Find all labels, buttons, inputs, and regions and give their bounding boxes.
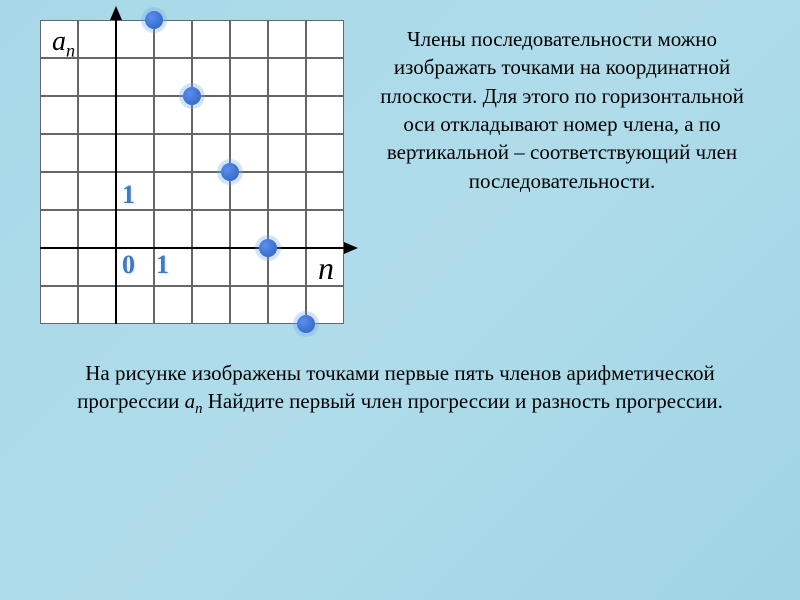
sequence-chart: ann011: [40, 20, 344, 324]
description-text: Члены последовательности можно изображат…: [364, 20, 770, 324]
data-point: [259, 239, 277, 257]
x-axis-label: n: [318, 250, 334, 287]
y-axis-label: an: [52, 26, 75, 62]
data-point: [297, 315, 315, 333]
y-axis: [115, 12, 117, 324]
data-point: [145, 11, 163, 29]
x-axis-arrow-icon: [344, 242, 358, 254]
question-text: На рисунке изображены точками первые пят…: [0, 334, 800, 420]
data-point: [221, 163, 239, 181]
x-tick-1: 1: [156, 250, 169, 280]
origin-label: 0: [122, 250, 135, 280]
y-axis-arrow-icon: [110, 6, 122, 20]
y-tick-1: 1: [122, 180, 135, 210]
x-axis: [40, 247, 352, 249]
data-point: [183, 87, 201, 105]
